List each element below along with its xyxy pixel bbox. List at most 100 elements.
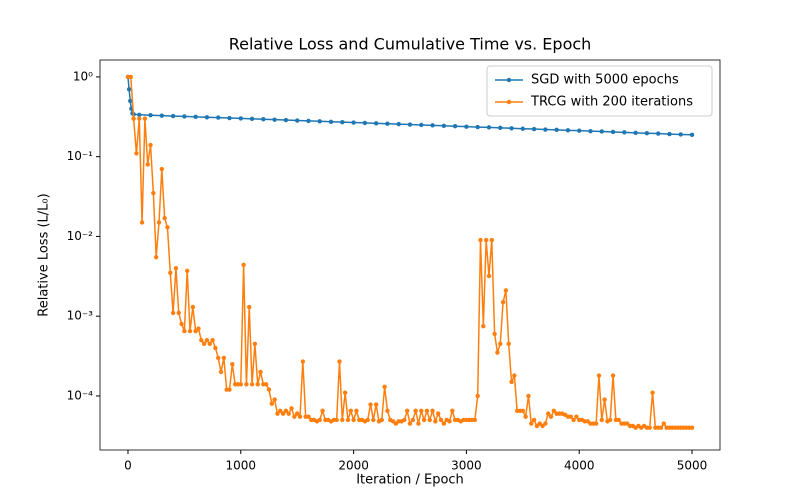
marker bbox=[371, 417, 376, 423]
marker bbox=[190, 304, 196, 310]
marker bbox=[227, 115, 232, 121]
marker bbox=[216, 355, 221, 361]
marker bbox=[593, 421, 599, 426]
x-tick-label: 4000 bbox=[564, 459, 595, 473]
marker bbox=[486, 273, 492, 279]
legend-marker bbox=[506, 77, 512, 83]
marker bbox=[348, 408, 353, 414]
marker bbox=[193, 328, 198, 334]
marker bbox=[227, 387, 232, 392]
marker bbox=[269, 401, 275, 406]
marker bbox=[602, 397, 607, 402]
marker bbox=[249, 382, 255, 387]
marker bbox=[689, 132, 695, 138]
legend-label: TRCG with 200 iterations bbox=[530, 95, 693, 110]
y-axis-label: Relative Loss (L/L₀) bbox=[37, 193, 52, 316]
marker bbox=[512, 373, 517, 378]
marker bbox=[156, 220, 162, 225]
marker bbox=[438, 417, 444, 423]
marker bbox=[272, 397, 277, 402]
marker bbox=[647, 425, 652, 430]
marker bbox=[238, 116, 243, 121]
marker bbox=[382, 384, 387, 390]
marker bbox=[529, 421, 534, 426]
marker bbox=[500, 299, 506, 305]
marker bbox=[148, 142, 153, 148]
marker bbox=[201, 341, 207, 347]
marker bbox=[334, 417, 339, 423]
marker bbox=[610, 129, 616, 135]
marker bbox=[247, 304, 252, 310]
marker bbox=[328, 119, 334, 124]
marker bbox=[162, 215, 167, 221]
marker bbox=[596, 373, 602, 378]
marker bbox=[551, 408, 557, 414]
marker bbox=[433, 419, 438, 424]
marker bbox=[317, 417, 322, 423]
marker bbox=[667, 131, 672, 137]
marker bbox=[351, 417, 356, 423]
marker bbox=[478, 237, 483, 243]
marker bbox=[475, 124, 480, 130]
x-tick-label: 2000 bbox=[338, 459, 369, 473]
marker bbox=[543, 421, 548, 426]
marker bbox=[258, 369, 263, 375]
marker bbox=[210, 337, 215, 343]
marker bbox=[483, 237, 489, 243]
marker bbox=[447, 419, 452, 424]
marker bbox=[520, 408, 526, 414]
marker bbox=[413, 408, 418, 414]
marker bbox=[599, 417, 604, 423]
marker bbox=[142, 116, 148, 121]
marker bbox=[213, 345, 218, 351]
x-tick-label: 1000 bbox=[226, 459, 257, 473]
marker bbox=[297, 414, 303, 419]
marker bbox=[148, 113, 153, 118]
marker bbox=[283, 408, 289, 414]
marker bbox=[196, 326, 201, 331]
marker bbox=[503, 288, 509, 293]
legend-label: SGD with 5000 epochs bbox=[531, 73, 679, 88]
marker bbox=[137, 116, 142, 121]
marker bbox=[351, 120, 356, 125]
y-tick-label: 10⁻⁴ bbox=[67, 388, 94, 402]
marker bbox=[170, 113, 176, 119]
marker bbox=[306, 414, 311, 419]
marker bbox=[407, 122, 413, 127]
marker bbox=[410, 417, 416, 423]
marker bbox=[294, 118, 300, 123]
marker bbox=[151, 190, 156, 196]
marker bbox=[294, 411, 300, 416]
marker bbox=[543, 127, 548, 132]
marker bbox=[216, 115, 221, 120]
marker bbox=[523, 414, 528, 419]
marker bbox=[475, 393, 480, 399]
marker bbox=[278, 408, 283, 414]
marker bbox=[255, 382, 260, 387]
marker bbox=[317, 119, 322, 124]
marker bbox=[362, 120, 368, 126]
x-tick-label: 0 bbox=[124, 459, 132, 473]
marker bbox=[193, 114, 198, 120]
marker bbox=[199, 337, 204, 343]
marker bbox=[509, 379, 514, 385]
x-tick-label: 5000 bbox=[677, 459, 708, 473]
marker bbox=[655, 131, 661, 136]
marker bbox=[404, 408, 410, 414]
marker bbox=[137, 112, 142, 118]
marker bbox=[419, 122, 424, 128]
marker bbox=[272, 117, 277, 122]
marker bbox=[139, 220, 145, 225]
marker bbox=[436, 411, 441, 416]
marker bbox=[608, 417, 613, 423]
marker bbox=[368, 402, 373, 407]
marker bbox=[185, 268, 190, 274]
marker bbox=[396, 121, 401, 127]
marker bbox=[182, 114, 187, 119]
marker bbox=[650, 390, 655, 395]
marker bbox=[644, 130, 650, 136]
marker bbox=[407, 421, 413, 426]
marker bbox=[373, 402, 379, 407]
marker bbox=[577, 128, 582, 133]
